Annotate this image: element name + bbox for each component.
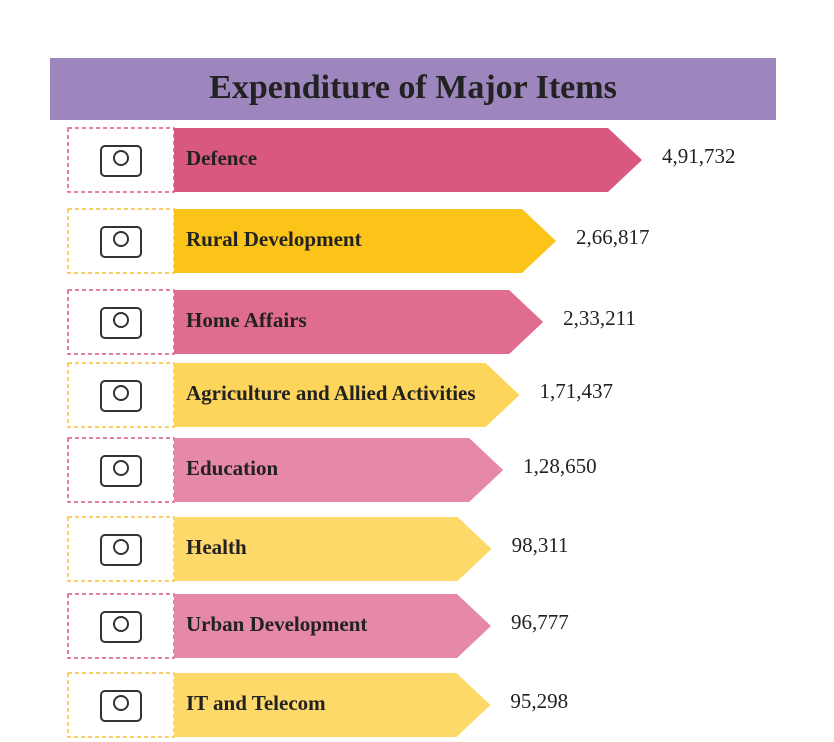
category-label: Urban Development [186,612,367,636]
icon-shape [100,226,142,258]
icon-shape [100,455,142,487]
value-label: 95,298 [510,689,568,713]
icon-shape [100,145,142,177]
value-label: 1,28,650 [523,454,597,478]
bar [174,438,504,502]
bar [174,594,491,658]
category-label: Agriculture and Allied Activities [186,381,476,405]
value-label: 96,777 [511,610,569,634]
icon-shape [113,616,129,632]
title-bar [50,58,776,120]
icon-shape [100,690,142,722]
icon [100,534,142,566]
icon [100,690,142,722]
icon [100,380,142,412]
chart-title: Expenditure of Major Items [209,69,617,106]
icon-box [67,208,175,274]
icon-shape [100,380,142,412]
icon-shape [113,539,129,555]
bar [174,209,557,273]
icon [100,455,142,487]
category-label: Rural Development [186,227,362,251]
value-label: 1,71,437 [540,379,614,403]
category-label: Education [186,456,279,480]
bar [174,363,520,427]
bar [174,517,492,581]
value-label: 2,33,211 [563,306,636,330]
icon-shape [113,150,129,166]
icon-box [67,362,175,428]
value-label: 4,91,732 [662,144,736,168]
icon-shape [100,611,142,643]
category-label: Defence [186,146,257,170]
icon [100,611,142,643]
bar [174,290,544,354]
value-label: 98,311 [512,533,569,557]
icon-shape [100,307,142,339]
icon-shape [113,231,129,247]
value-label: 2,66,817 [576,225,650,249]
category-label: IT and Telecom [186,691,326,715]
icon-shape [100,534,142,566]
icon-box [67,593,175,659]
icon-shape [113,460,129,476]
icon-shape [113,312,129,328]
bar [174,673,491,737]
icon-box [67,127,175,193]
icon-shape [113,695,129,711]
icon [100,145,142,177]
icon-box [67,289,175,355]
icon [100,307,142,339]
icon-box [67,672,175,738]
bar [174,128,642,192]
icon-shape [113,385,129,401]
category-label: Health [186,535,247,559]
category-label: Home Affairs [186,308,307,332]
icon-box [67,516,175,582]
icon [100,226,142,258]
icon-box [67,437,175,503]
